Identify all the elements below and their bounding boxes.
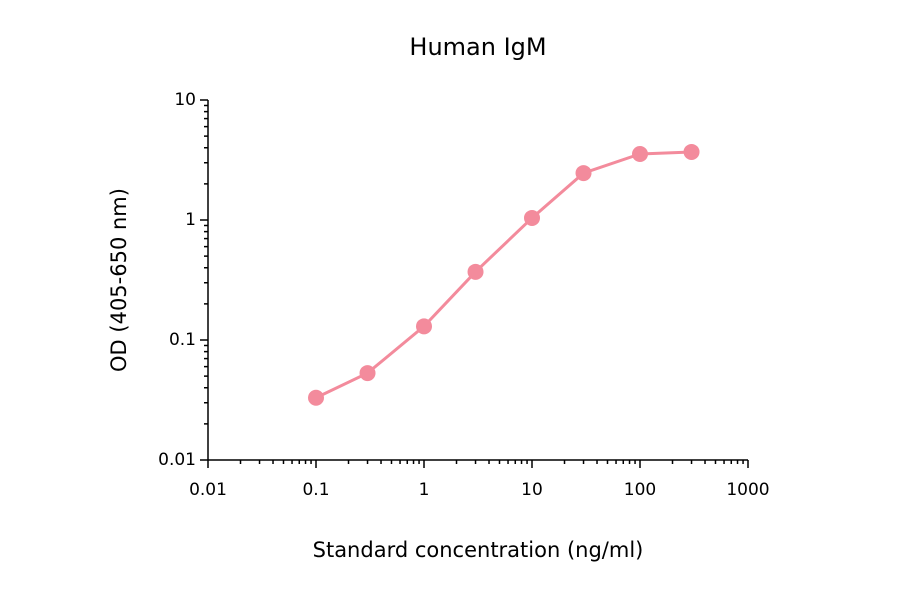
x-tick-label: 10: [521, 480, 543, 500]
x-tick-label: 0.01: [189, 480, 227, 500]
data-point: [359, 365, 376, 382]
data-point: [308, 389, 324, 406]
data-point: [524, 209, 540, 226]
data-point: [416, 318, 432, 335]
x-tick-label: 0.1: [302, 480, 329, 500]
y-tick-label: 10: [174, 90, 196, 110]
data-point: [632, 145, 648, 162]
data-point: [683, 143, 700, 160]
x-axis-label: Standard concentration (ng/ml): [313, 538, 644, 562]
data-line: [315, 150, 692, 400]
y-tick-label: 1: [185, 210, 196, 230]
y-tick-label: 0.01: [158, 450, 196, 470]
data-point: [575, 165, 592, 182]
x-tick-label: 100: [624, 480, 656, 500]
y-tick-label: 0.1: [169, 330, 196, 350]
x-tick-label: 1000: [726, 480, 769, 500]
x-tick-label: 1: [419, 480, 430, 500]
y-axis-label: OD (405-650 nm): [107, 188, 131, 372]
data-point: [467, 263, 484, 280]
chart-title: Human IgM: [409, 33, 546, 61]
